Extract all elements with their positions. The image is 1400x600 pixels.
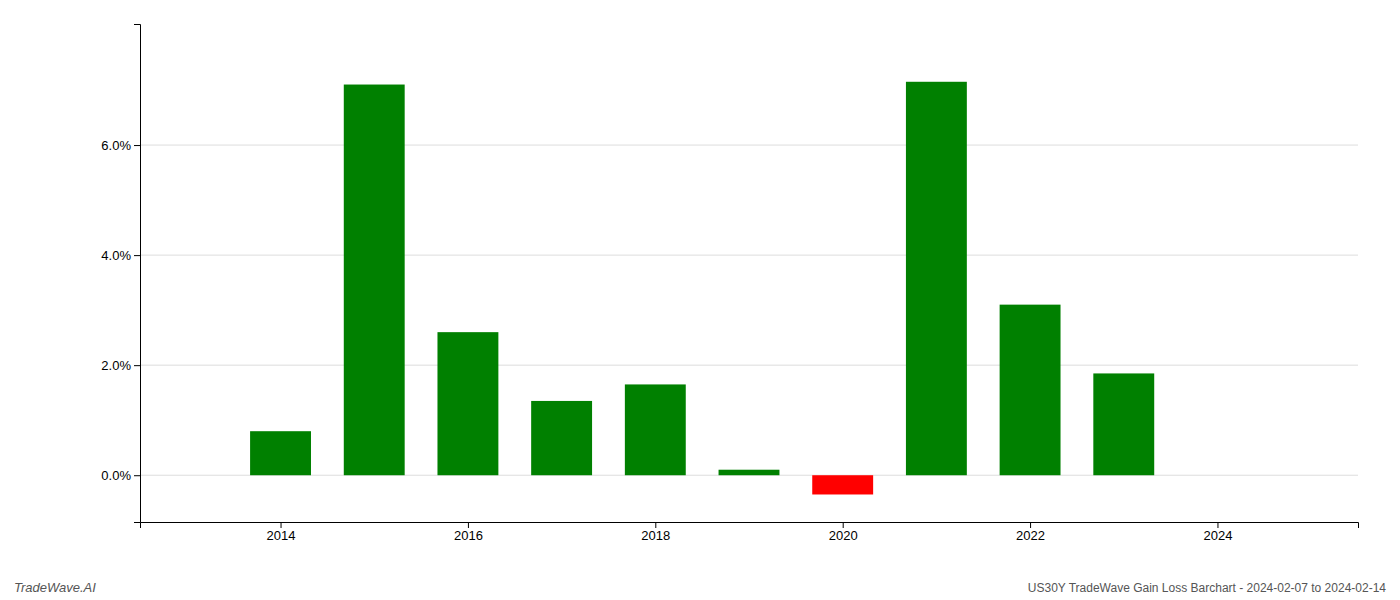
x-tick: 2022 xyxy=(1016,522,1045,543)
bar xyxy=(812,475,873,494)
x-tick-mark xyxy=(1217,522,1218,528)
x-axis: 2014 2016 2018 2020 2022 2024 xyxy=(141,522,1359,543)
y-tick-mark xyxy=(134,365,140,366)
x-tick: 2024 xyxy=(1204,522,1233,543)
watermark: TradeWave.AI xyxy=(14,580,96,595)
y-axis: 0.0% 2.0% 4.0% 6.0% xyxy=(101,25,140,523)
x-tick: 2016 xyxy=(454,522,483,543)
x-tick-label: 2014 xyxy=(267,528,296,543)
grid-line xyxy=(140,255,1358,256)
bars xyxy=(250,82,1154,495)
y-tick: 4.0% xyxy=(101,248,140,263)
y-tick-label: 4.0% xyxy=(101,248,131,263)
y-tick-mark xyxy=(134,475,140,476)
x-tick-label: 2018 xyxy=(641,528,670,543)
x-tick-label: 2016 xyxy=(454,528,483,543)
x-tick-mark xyxy=(843,522,844,528)
x-tick-mark xyxy=(281,522,282,528)
x-tick-mark xyxy=(655,522,656,528)
y-tick-mark xyxy=(134,145,140,146)
plot: 2014 2016 2018 2020 2022 2024 0.0% 2.0% 4.0% 6.0% xyxy=(101,25,1358,544)
y-tick-label: 2.0% xyxy=(101,358,131,373)
x-tick-mark xyxy=(468,522,469,528)
x-tick-label: 2020 xyxy=(829,528,858,543)
y-tick-label: 6.0% xyxy=(101,138,131,153)
grid-line xyxy=(140,365,1358,366)
x-tick: 2018 xyxy=(641,522,670,543)
bar xyxy=(625,384,686,475)
grid xyxy=(140,145,1358,475)
y-tick-label: 0.0% xyxy=(101,468,131,483)
y-axis-line xyxy=(134,25,141,523)
bar xyxy=(344,85,405,476)
bar xyxy=(437,332,498,475)
y-tick: 0.0% xyxy=(101,468,140,483)
bar xyxy=(250,431,311,475)
grid-line xyxy=(140,145,1358,146)
x-tick-label: 2022 xyxy=(1016,528,1045,543)
x-tick: 2020 xyxy=(829,522,858,543)
bar xyxy=(1000,305,1061,476)
bar xyxy=(531,401,592,475)
title: US30Y TradeWave Gain Loss Barchart - 202… xyxy=(1028,581,1387,595)
y-tick: 6.0% xyxy=(101,138,140,153)
bar xyxy=(906,82,967,475)
x-tick-label: 2024 xyxy=(1204,528,1233,543)
x-axis-line xyxy=(141,523,1359,529)
y-tick-mark xyxy=(134,255,140,256)
x-tick-mark xyxy=(1030,522,1031,528)
bar xyxy=(719,470,780,476)
x-tick: 2014 xyxy=(267,522,296,543)
chart: 2014 2016 2018 2020 2022 2024 0.0% 2.0% 4.0% 6.0%… xyxy=(0,0,1400,600)
y-tick: 2.0% xyxy=(101,358,140,373)
bar xyxy=(1093,373,1154,475)
